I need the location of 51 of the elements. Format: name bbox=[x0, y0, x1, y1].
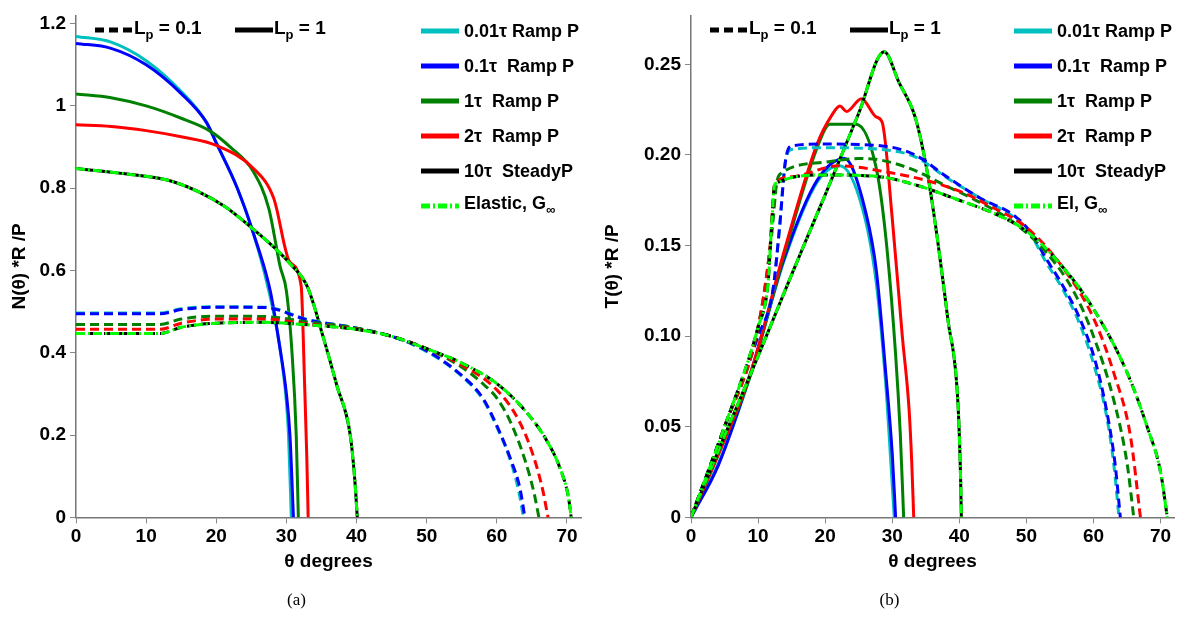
text: (a) bbox=[286, 590, 307, 610]
y-axis-title: N(θ) *R /P bbox=[7, 222, 29, 310]
legend-label: Elastic, G$_{∞}$ bbox=[463, 192, 556, 219]
y-tick-label: 0 bbox=[55, 505, 66, 527]
legend-label: 1τ Ramp P bbox=[463, 90, 559, 111]
annotation: L$_{p}$ = 1 bbox=[889, 17, 941, 43]
x-tick-label: 0 bbox=[70, 525, 82, 547]
legend-label: 1τ Ramp P bbox=[1056, 90, 1152, 111]
legend-label: 10τ SteadyP bbox=[1056, 160, 1166, 181]
legend-label: 0.1τ Ramp P bbox=[1056, 55, 1167, 76]
legend-label: 10τ SteadyP bbox=[463, 160, 573, 181]
y-tick-label: 0.8 bbox=[39, 176, 66, 198]
legend-label: 0.01τ Ramp P bbox=[463, 20, 579, 41]
legend-label: 2τ Ramp P bbox=[1056, 125, 1152, 146]
x-tick-label: 70 bbox=[1150, 525, 1172, 547]
legend-label: El, G$_{∞}$ bbox=[1056, 192, 1108, 219]
y-tick-label: 0.20 bbox=[644, 143, 681, 165]
y-tick-label: 0.25 bbox=[644, 52, 682, 74]
x-axis-title: θ degrees bbox=[284, 549, 373, 571]
y-tick-label: 0.05 bbox=[644, 415, 682, 437]
legend-label: 2τ Ramp P bbox=[463, 125, 559, 146]
x-tick-label: 30 bbox=[881, 525, 903, 547]
y-tick-label: 0.6 bbox=[39, 258, 66, 280]
annotation: L$_{p}$ = 1 bbox=[274, 17, 326, 43]
y-tick-label: 0 bbox=[670, 505, 681, 527]
x-tick-label: 70 bbox=[556, 525, 578, 547]
x-axis-title: θ degrees bbox=[888, 549, 977, 571]
x-tick-label: 10 bbox=[747, 525, 769, 547]
x-tick-label: 0 bbox=[685, 525, 697, 547]
y-tick-label: 0.4 bbox=[39, 341, 67, 363]
y-tick-label: 1 bbox=[55, 94, 67, 116]
y-tick-label: 0.10 bbox=[644, 324, 681, 346]
y-tick-label: 0.15 bbox=[644, 233, 682, 255]
x-tick-label: 50 bbox=[416, 525, 438, 547]
legend-label: 0.1τ Ramp P bbox=[463, 55, 574, 76]
x-tick-label: 60 bbox=[486, 525, 508, 547]
y-tick-label: 1.2 bbox=[39, 11, 66, 33]
x-tick-label: 40 bbox=[948, 525, 970, 547]
x-tick-label: 40 bbox=[345, 525, 368, 547]
y-tick-label: 0.2 bbox=[39, 423, 66, 445]
legend-label: 0.01τ Ramp P bbox=[1056, 20, 1172, 41]
text: (b) bbox=[878, 590, 901, 610]
x-tick-label: 50 bbox=[1015, 525, 1037, 547]
y-axis-title: T(θ) *R /P bbox=[600, 224, 622, 309]
x-tick-label: 60 bbox=[1082, 525, 1105, 547]
x-tick-label: 30 bbox=[275, 525, 297, 547]
x-tick-label: 20 bbox=[205, 525, 227, 547]
x-tick-label: 10 bbox=[135, 525, 157, 547]
annotation: L$_{p}$ = 0.1 bbox=[134, 17, 202, 43]
annotation: L$_{p}$ = 0.1 bbox=[749, 17, 817, 43]
x-tick-label: 20 bbox=[814, 525, 836, 547]
